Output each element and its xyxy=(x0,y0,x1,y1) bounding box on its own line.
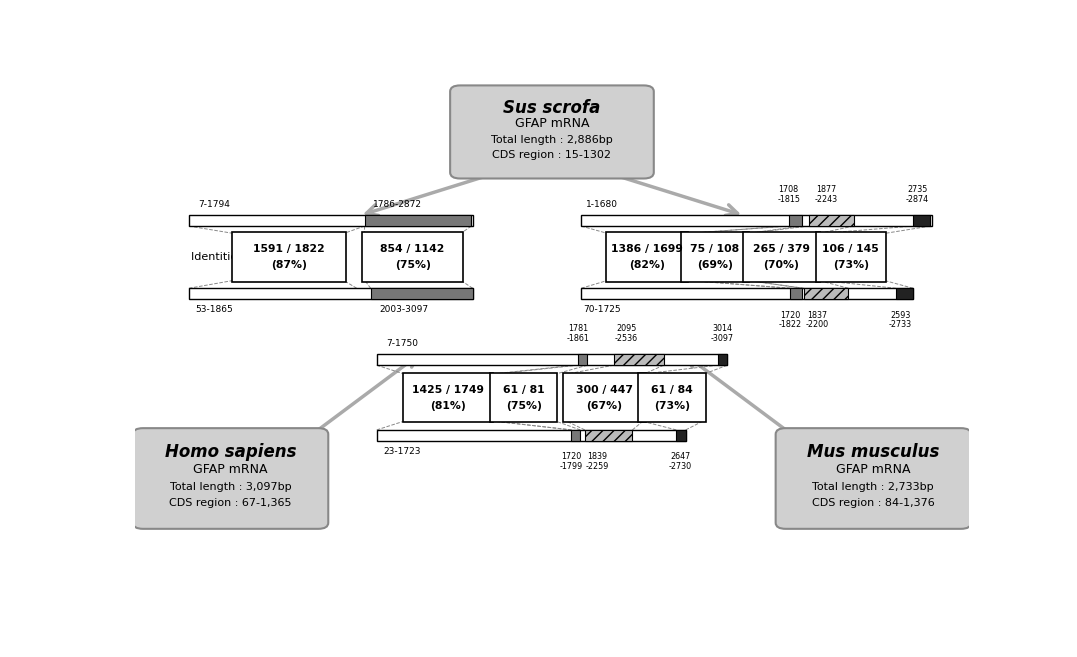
Text: Total length : 2,886bp: Total length : 2,886bp xyxy=(491,135,613,145)
Text: 1837
-2200: 1837 -2200 xyxy=(806,311,828,329)
Text: 265 / 379: 265 / 379 xyxy=(753,244,810,254)
Bar xyxy=(788,215,801,226)
Text: GFAP mRNA: GFAP mRNA xyxy=(515,118,589,130)
Bar xyxy=(377,354,727,365)
Text: 1-1680: 1-1680 xyxy=(586,200,618,209)
FancyBboxPatch shape xyxy=(639,373,705,422)
Text: 75 / 108: 75 / 108 xyxy=(690,244,739,254)
Text: (73%): (73%) xyxy=(833,260,869,270)
Bar xyxy=(572,430,581,441)
Bar xyxy=(676,430,686,441)
FancyBboxPatch shape xyxy=(450,85,654,179)
Text: 70-1725: 70-1725 xyxy=(584,306,620,315)
Text: 7-1794: 7-1794 xyxy=(198,200,229,209)
Text: 854 / 1142: 854 / 1142 xyxy=(380,244,445,254)
Text: (75%): (75%) xyxy=(394,260,431,270)
Text: GFAP mRNA: GFAP mRNA xyxy=(194,463,268,476)
Bar xyxy=(896,288,913,300)
Bar xyxy=(377,430,686,441)
Bar xyxy=(913,215,931,226)
Text: (67%): (67%) xyxy=(587,401,623,411)
Text: 1425 / 1749: 1425 / 1749 xyxy=(411,384,484,395)
Text: 3014
-3097: 3014 -3097 xyxy=(711,324,733,343)
Text: 2593
-2733: 2593 -2733 xyxy=(889,311,912,329)
Bar xyxy=(718,354,727,365)
FancyBboxPatch shape xyxy=(490,373,558,422)
Bar xyxy=(809,215,854,226)
Bar xyxy=(614,354,663,365)
Text: (87%): (87%) xyxy=(271,260,307,270)
Bar xyxy=(578,354,587,365)
Bar xyxy=(805,288,849,300)
Bar xyxy=(364,215,472,226)
Text: 61 / 84: 61 / 84 xyxy=(652,384,693,395)
Text: (70%): (70%) xyxy=(764,260,799,270)
FancyBboxPatch shape xyxy=(233,232,346,282)
Text: GFAP mRNA: GFAP mRNA xyxy=(836,463,910,476)
Text: (81%): (81%) xyxy=(430,401,465,411)
Text: 61 / 81: 61 / 81 xyxy=(503,384,544,395)
Text: 53-1865: 53-1865 xyxy=(195,306,233,315)
Text: 300 / 447: 300 / 447 xyxy=(576,384,633,395)
Text: 1781
-1861: 1781 -1861 xyxy=(567,324,590,343)
FancyBboxPatch shape xyxy=(132,428,328,529)
Text: Total length : 2,733bp: Total length : 2,733bp xyxy=(812,482,934,492)
Text: CDS region : 84-1,376: CDS region : 84-1,376 xyxy=(812,498,935,509)
Text: 106 / 145: 106 / 145 xyxy=(823,244,879,254)
Bar xyxy=(188,215,473,226)
Bar xyxy=(370,288,473,300)
Text: 1720
-1799: 1720 -1799 xyxy=(560,452,583,471)
Text: Mus musculus: Mus musculus xyxy=(807,443,939,461)
Bar xyxy=(188,288,473,300)
FancyBboxPatch shape xyxy=(605,232,688,282)
Text: Homo sapiens: Homo sapiens xyxy=(165,443,296,461)
FancyBboxPatch shape xyxy=(775,428,971,529)
Text: 2003-3097: 2003-3097 xyxy=(379,306,429,315)
FancyBboxPatch shape xyxy=(743,232,821,282)
Text: 1591 / 1822: 1591 / 1822 xyxy=(253,244,325,254)
Text: 2735
-2874: 2735 -2874 xyxy=(906,185,929,204)
Text: 23-1723: 23-1723 xyxy=(383,447,420,456)
Text: 1720
-1822: 1720 -1822 xyxy=(779,311,801,329)
Text: 2647
-2730: 2647 -2730 xyxy=(669,452,693,471)
Text: (69%): (69%) xyxy=(697,260,732,270)
Text: (73%): (73%) xyxy=(654,401,690,411)
Text: CDS region : 67-1,365: CDS region : 67-1,365 xyxy=(169,498,292,509)
Bar xyxy=(582,215,932,226)
Text: 1708
-1815: 1708 -1815 xyxy=(778,185,800,204)
Bar xyxy=(585,430,632,441)
FancyBboxPatch shape xyxy=(563,373,646,422)
Text: CDS region : 15-1302: CDS region : 15-1302 xyxy=(492,150,612,160)
Text: (82%): (82%) xyxy=(629,260,666,270)
FancyBboxPatch shape xyxy=(815,232,885,282)
Text: 1386 / 1699: 1386 / 1699 xyxy=(611,244,683,254)
Text: (75%): (75%) xyxy=(505,401,542,411)
Text: 7-1750: 7-1750 xyxy=(386,339,418,348)
Text: 1786-2872: 1786-2872 xyxy=(373,200,422,209)
FancyBboxPatch shape xyxy=(362,232,463,282)
Bar xyxy=(791,288,802,300)
FancyBboxPatch shape xyxy=(681,232,749,282)
Text: Total length : 3,097bp: Total length : 3,097bp xyxy=(170,482,292,492)
Text: 2095
-2536: 2095 -2536 xyxy=(615,324,638,343)
Text: Sus scrofa: Sus scrofa xyxy=(503,99,601,117)
Text: Identities :: Identities : xyxy=(192,252,251,262)
Text: 1839
-2259: 1839 -2259 xyxy=(586,452,610,471)
FancyBboxPatch shape xyxy=(403,373,492,422)
Bar xyxy=(582,288,913,300)
Text: 1877
-2243: 1877 -2243 xyxy=(814,185,838,204)
